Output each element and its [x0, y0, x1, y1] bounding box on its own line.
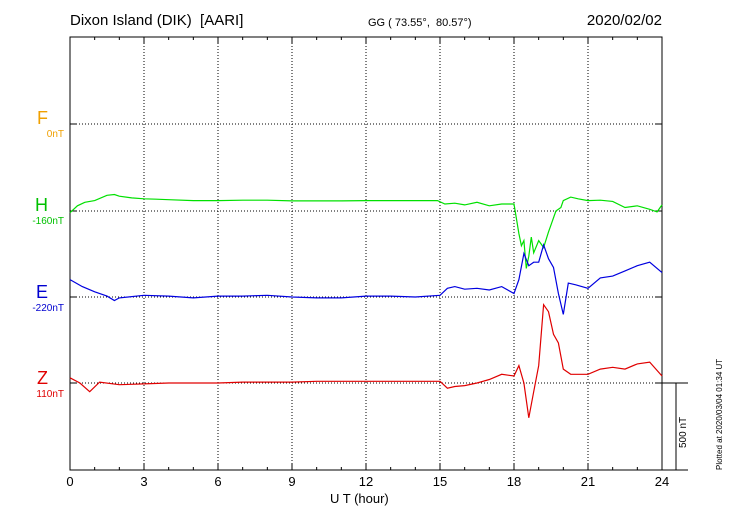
label-E-name: E	[35, 282, 48, 302]
series-line-Z	[69, 302, 663, 418]
x-tick-label: 12	[359, 474, 373, 489]
label-H-offset: -160nT	[32, 216, 64, 227]
scale-label: 500 nT	[678, 416, 689, 448]
x-axis-label: U T (hour)	[330, 491, 389, 506]
label-E-offset: -220nT	[32, 303, 64, 314]
series-line-E	[69, 242, 663, 315]
plotted-timestamp: Plotted at 2020/03/04 01:34 UT	[715, 358, 724, 470]
chart-date: 2020/02/02	[586, 12, 662, 29]
x-tick-label: 24	[655, 474, 669, 489]
label-F-offset: 0nT	[46, 129, 64, 140]
label-F: F 0nT	[4, 108, 64, 140]
label-Z: Z 110nT	[4, 368, 64, 400]
label-Z-offset: 110nT	[36, 389, 64, 400]
label-F-name: F	[37, 108, 48, 128]
series-line-H	[69, 193, 663, 269]
x-tick-label: 6	[214, 474, 221, 489]
x-tick-label: 21	[581, 474, 595, 489]
x-tick-label: 9	[288, 474, 295, 489]
x-tick-label: 15	[433, 474, 447, 489]
x-tick-label: 3	[140, 474, 147, 489]
chart-title: Dixon Island (DIK) [AARI]	[70, 12, 244, 29]
label-H-name: H	[35, 195, 48, 215]
x-tick-label: 0	[66, 474, 73, 489]
label-Z-name: Z	[37, 368, 48, 388]
x-tick-label: 18	[507, 474, 521, 489]
label-E: E -220nT	[4, 282, 64, 314]
station-coordinates: GG ( 73.55°, 80.57°)	[368, 17, 472, 29]
label-H: H -160nT	[4, 195, 64, 227]
